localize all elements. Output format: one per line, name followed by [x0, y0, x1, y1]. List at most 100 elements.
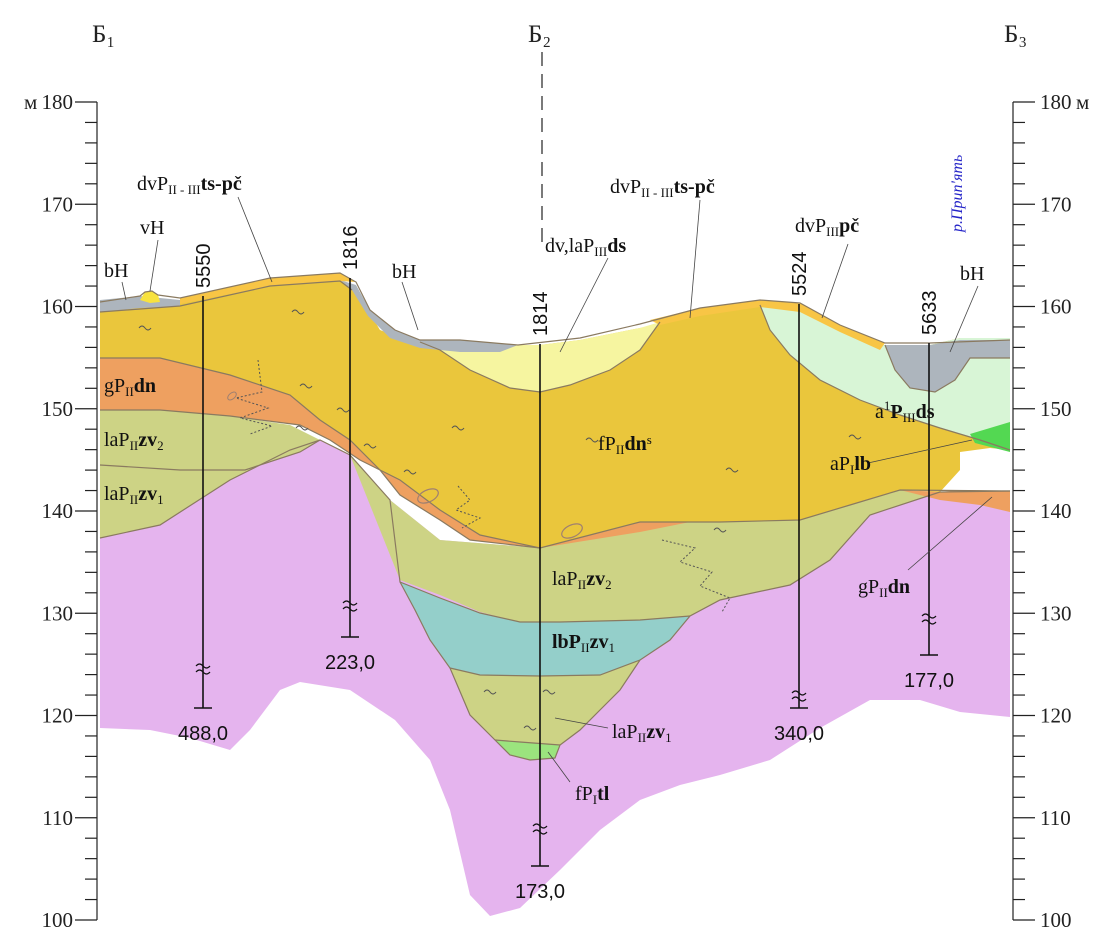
axis-right-tick-label: 130 — [1040, 601, 1072, 625]
tilde-symbol — [336, 407, 350, 413]
top-gPdn-line — [100, 357, 1011, 549]
leader-gPdn-right — [907, 496, 993, 571]
well-depth: 173,0 — [515, 881, 565, 903]
aPlb-body — [970, 422, 1010, 452]
axis-left-tick-label: 170 — [42, 192, 74, 216]
leader-bH-right — [949, 285, 979, 353]
base-laPzv2-left-line — [99, 439, 321, 471]
label-lbPzv1: lbPIIzv1 — [552, 631, 615, 655]
leader-aPlb — [867, 439, 973, 464]
facies-zigzag-right — [661, 539, 731, 613]
well-depth: 177,0 — [904, 670, 954, 692]
axis-right-tick-label: 180 — [1040, 90, 1072, 114]
leader-dvPpc — [821, 243, 849, 319]
tilde-symbol — [523, 725, 537, 731]
well-number: 1814 — [530, 292, 552, 337]
label-gPdn-right: gPIIdn — [858, 576, 910, 600]
label-bH-right: bH — [960, 263, 984, 285]
leader-lines — [121, 196, 993, 783]
axis-left-tick-label: 100 — [42, 908, 74, 932]
tilde-symbol — [725, 467, 739, 473]
well-5524: 5524 340,0 — [774, 252, 824, 746]
label-dv-laPds: dv,laPIIIds — [545, 235, 626, 259]
top-fPdns-line — [99, 280, 353, 313]
well-5550: 5550 488,0 — [178, 244, 228, 746]
label-fPtl: fPItl — [575, 783, 610, 807]
point-b3-label: Б₃ — [1004, 21, 1027, 48]
tilde-symbol — [295, 425, 309, 431]
facies-zigzag-left — [234, 359, 274, 435]
leader-vH — [149, 239, 159, 292]
laPzv2-left-body — [100, 410, 320, 470]
base-gPdn-line — [100, 409, 541, 549]
well-depth: 340,0 — [774, 723, 824, 745]
bH-mid-body — [340, 280, 518, 352]
well-1816: 1816 223,0 — [325, 226, 375, 675]
leader-fPtl — [547, 751, 571, 783]
lbPzv1-body — [400, 582, 690, 676]
axis-left-tick-label: 110 — [42, 806, 73, 830]
vH-body — [140, 291, 160, 303]
base-bH-right-line — [884, 344, 1010, 393]
label-bH-left: bH — [104, 260, 128, 282]
axis-right-tick-label: 110 — [1040, 806, 1071, 830]
tilde-symbol — [451, 425, 465, 431]
label-fPdns: fPIIdns — [598, 432, 652, 457]
label-gPdn-left: gPIIdn — [104, 375, 156, 399]
tilde-symbols — [138, 309, 862, 731]
axis-left-tick-label: 150 — [42, 397, 74, 421]
tilde-symbol — [403, 469, 417, 475]
base-laPzv1-line — [494, 739, 561, 746]
base-a1Pds-line — [759, 304, 1011, 451]
lens-2 — [561, 523, 583, 539]
label-laPzv1-bottom: laPIIzv1 — [612, 721, 672, 745]
well-number: 5550 — [193, 244, 215, 289]
label-dvP-ts-pc-1: dvPII - IIIts-pč — [137, 173, 242, 197]
lens-3 — [227, 391, 237, 401]
laPzv1-bottom-body — [450, 660, 640, 745]
axis-right-tick-label: 160 — [1040, 295, 1072, 319]
label-dvPpc: dvPIIIpč — [795, 215, 859, 239]
lens-1 — [417, 488, 439, 504]
layer-bodies — [100, 273, 1010, 916]
label-a1Pds: a1PIIIds — [875, 398, 935, 425]
axis-left-tick-label: 140 — [42, 499, 74, 523]
axis-left-unit: м — [24, 90, 37, 114]
well-depth: 488,0 — [178, 723, 228, 745]
label-laPzv1-left: laPIIzv1 — [104, 483, 164, 507]
facies-zigzag-center — [454, 485, 482, 529]
laPzv2-mid-body — [350, 455, 940, 622]
fPdns-body — [100, 280, 1010, 548]
river-label: р.Прип'ять — [949, 155, 966, 233]
label-vH: vH — [140, 217, 164, 239]
tilde-symbol — [138, 325, 152, 331]
well-5633: 5633 177,0 — [904, 291, 954, 693]
ground-surface-line — [99, 272, 1011, 346]
leader-dv-laPds — [559, 257, 609, 353]
well-break-symbol — [921, 613, 937, 625]
well-break-symbol — [342, 600, 358, 612]
basement-top-line — [99, 439, 1011, 761]
tilde-symbol — [483, 689, 497, 695]
bH-right-body — [885, 340, 1010, 392]
axis-right-tick-label: 140 — [1040, 499, 1072, 523]
tilde-symbol — [713, 527, 727, 533]
point-b1-label: Б₁ — [92, 21, 115, 48]
leader-bH-mid — [401, 281, 419, 331]
leader-bH-left — [121, 281, 127, 301]
well-1814: 1814 173,0 — [515, 292, 565, 904]
layer-boundaries — [99, 272, 1011, 761]
leader-dvP-ts-pc-1 — [237, 196, 273, 283]
label-dvP-ts-pc-2: dvPII - IIIts-pč — [610, 176, 715, 200]
bH-left-body — [100, 296, 180, 312]
axis-right: 180 170 160 150 140 130 120 110 100 м — [1012, 90, 1089, 932]
label-bH-mid: bH — [392, 261, 416, 283]
gPdn-body — [100, 358, 690, 548]
well-break-symbol — [532, 823, 548, 835]
laPzv1-left-body — [100, 440, 320, 538]
well-number: 1816 — [340, 226, 362, 271]
axis-right-unit: м — [1076, 90, 1089, 114]
point-b2-label: Б₂ — [528, 21, 551, 48]
well-break-symbol — [791, 690, 807, 702]
